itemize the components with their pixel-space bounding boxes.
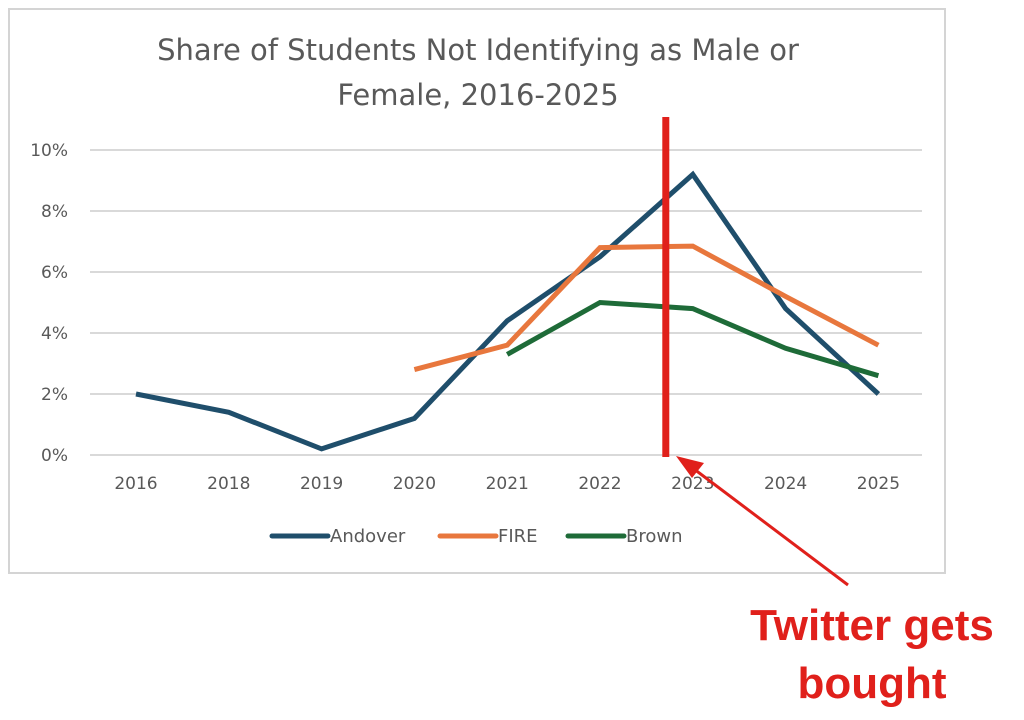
series-line-brown (505, 299, 880, 379)
annotation: Twitter gets bought (662, 117, 994, 708)
legend: Andover FIRE Brown (269, 526, 683, 547)
y-tick-label: 8% (41, 202, 68, 222)
chart-frame (8, 8, 946, 574)
y-tick-label: 6% (41, 263, 68, 283)
legend-label-brown: Brown (626, 526, 683, 547)
legend-label-fire: FIRE (498, 526, 538, 547)
series-lines (135, 170, 881, 452)
annotation-text-line: Twitter gets (750, 601, 994, 650)
x-tick-label: 2018 (207, 474, 250, 494)
y-tick-label: 2% (41, 385, 68, 405)
x-tick-label: 2016 (114, 474, 157, 494)
y-tick-label: 4% (41, 324, 68, 344)
x-tick-label: 2025 (857, 474, 900, 494)
y-axis-labels: 0% 2% 4% 6% 8% 10% (30, 141, 68, 466)
x-tick-label: 2019 (300, 474, 343, 494)
x-tick-label: 2021 (486, 474, 529, 494)
legend-label-andover: Andover (330, 526, 406, 547)
x-tick-label: 2023 (671, 474, 714, 494)
series-line-fire (413, 243, 880, 373)
y-tick-label: 10% (30, 141, 68, 161)
grid-lines (90, 149, 922, 456)
annotation-arrow-shaft (689, 464, 849, 587)
annotation-text-line: bought (797, 659, 946, 708)
chart-title-line-1: Share of Students Not Identifying as Mal… (157, 33, 799, 67)
series-line-andover (135, 170, 881, 452)
annotation-arrow-head (676, 456, 704, 478)
x-tick-label: 2024 (764, 474, 807, 494)
x-tick-label: 2020 (393, 474, 436, 494)
x-axis-labels: 2016 2018 2019 2020 2021 2022 2023 2024 2025 (114, 474, 900, 494)
x-tick-label: 2022 (578, 474, 621, 494)
y-tick-label: 0% (41, 446, 68, 466)
chart-title-line-2: Female, 2016-2025 (337, 78, 618, 112)
